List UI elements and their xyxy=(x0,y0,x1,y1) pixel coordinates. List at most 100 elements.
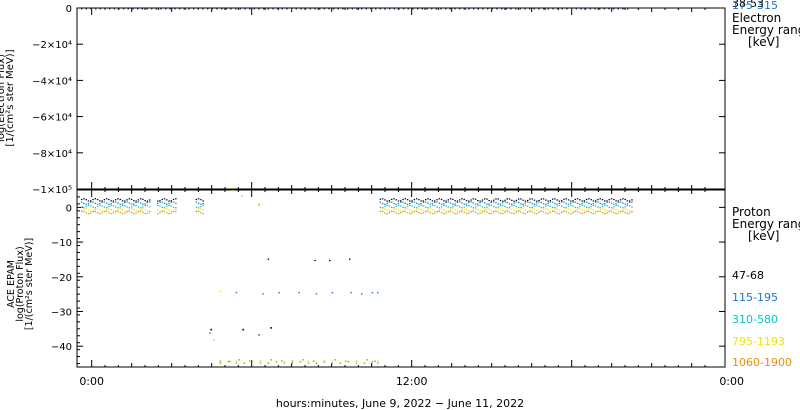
proton-data-point xyxy=(608,206,610,208)
proton-data-point xyxy=(391,210,393,213)
proton-data-point xyxy=(563,198,565,200)
proton-data-point xyxy=(547,209,549,211)
proton-data-point xyxy=(549,201,552,203)
proton-low-point xyxy=(235,360,238,362)
proton-data-point xyxy=(85,203,87,205)
proton-data-point xyxy=(513,209,515,212)
proton-data-point xyxy=(481,201,484,203)
proton-legend-entry: 47-68 xyxy=(732,269,764,282)
proton-data-point xyxy=(404,198,406,200)
proton-data-point xyxy=(601,199,604,201)
electron-y-tick-label: −2×10⁴ xyxy=(32,40,72,51)
proton-data-point xyxy=(513,200,515,202)
electron-data-point xyxy=(538,8,540,10)
proton-data-point xyxy=(619,211,622,213)
proton-data-point xyxy=(415,207,418,209)
proton-y-tick-label: −20 xyxy=(51,273,72,284)
proton-low-point xyxy=(291,361,294,364)
electron-data-point xyxy=(258,8,260,10)
proton-data-point xyxy=(170,210,172,212)
proton-data-point xyxy=(404,202,406,204)
proton-data-point xyxy=(425,199,427,201)
electron-data-point xyxy=(384,8,386,10)
proton-low-point xyxy=(267,258,270,260)
proton-data-point xyxy=(85,212,87,214)
proton-data-point xyxy=(161,198,163,200)
proton-data-point xyxy=(411,212,413,214)
proton-data-point xyxy=(585,210,588,213)
proton-data-point xyxy=(197,202,200,204)
proton-data-point xyxy=(556,208,558,210)
electron-y-label-line: log(Electron Flux) xyxy=(0,54,7,142)
proton-data-point xyxy=(579,208,581,210)
electron-data-point xyxy=(239,8,241,10)
proton-y-tick-label: −30 xyxy=(51,307,72,318)
proton-data-point xyxy=(561,210,563,212)
proton-low-point xyxy=(334,359,336,361)
electron-data-point xyxy=(552,8,554,10)
proton-data-point xyxy=(197,198,200,200)
proton-data-point xyxy=(81,198,83,201)
proton-data-point xyxy=(438,209,440,211)
proton-data-point xyxy=(379,201,382,203)
proton-data-point xyxy=(495,209,497,211)
proton-data-point xyxy=(409,200,411,202)
proton-data-point xyxy=(504,210,506,212)
proton-data-point xyxy=(538,205,540,207)
electron-data-point xyxy=(426,8,428,10)
proton-legend-title: [keV] xyxy=(748,229,779,243)
electron-data-point xyxy=(468,8,470,10)
proton-data-point xyxy=(110,213,112,215)
proton-data-point xyxy=(610,207,613,209)
proton-data-point xyxy=(542,206,545,209)
electron-data-point xyxy=(435,8,437,10)
proton-data-point xyxy=(386,200,388,202)
proton-data-point xyxy=(130,208,133,210)
proton-data-point xyxy=(438,202,440,204)
electron-data-point xyxy=(599,8,601,10)
proton-data-point xyxy=(554,206,556,209)
proton-data-point xyxy=(159,210,161,212)
proton-data-point xyxy=(121,213,124,215)
proton-data-point xyxy=(468,210,470,212)
proton-data-point xyxy=(599,202,601,204)
proton-data-point xyxy=(454,200,456,202)
proton-data-point xyxy=(508,198,511,200)
proton-data-point xyxy=(515,211,518,213)
proton-low-point xyxy=(281,360,283,362)
proton-data-point xyxy=(149,211,151,213)
electron-data-point xyxy=(627,8,629,10)
electron-data-point xyxy=(407,8,409,10)
proton-data-point xyxy=(556,212,558,214)
proton-data-point xyxy=(92,206,94,208)
proton-data-point xyxy=(524,200,527,202)
proton-data-point xyxy=(595,210,597,212)
proton-data-point xyxy=(108,212,110,214)
proton-data-point xyxy=(590,208,592,210)
proton-data-point xyxy=(529,198,531,200)
proton-data-point xyxy=(547,202,549,204)
proton-data-point xyxy=(595,212,597,214)
proton-data-point xyxy=(472,210,474,212)
proton-data-point xyxy=(527,205,529,207)
proton-low-point xyxy=(350,291,352,294)
proton-data-point xyxy=(588,207,590,209)
proton-data-point xyxy=(454,208,456,211)
proton-data-point xyxy=(418,199,420,201)
proton-data-point xyxy=(490,210,493,212)
electron-data-point xyxy=(491,8,493,10)
proton-data-point xyxy=(379,210,382,212)
electron-data-point xyxy=(160,8,162,10)
proton-data-point xyxy=(436,206,438,208)
proton-low-point xyxy=(355,360,358,362)
electron-data-point xyxy=(328,8,330,10)
proton-data-point xyxy=(418,203,420,205)
proton-data-point xyxy=(495,202,497,204)
proton-data-point xyxy=(459,206,461,208)
proton-data-point xyxy=(415,202,418,204)
electron-data-point xyxy=(459,8,461,10)
electron-legend-title: Electron xyxy=(732,11,781,25)
proton-data-point xyxy=(402,201,404,203)
proton-data-point xyxy=(502,212,504,215)
proton-data-point xyxy=(108,203,110,205)
